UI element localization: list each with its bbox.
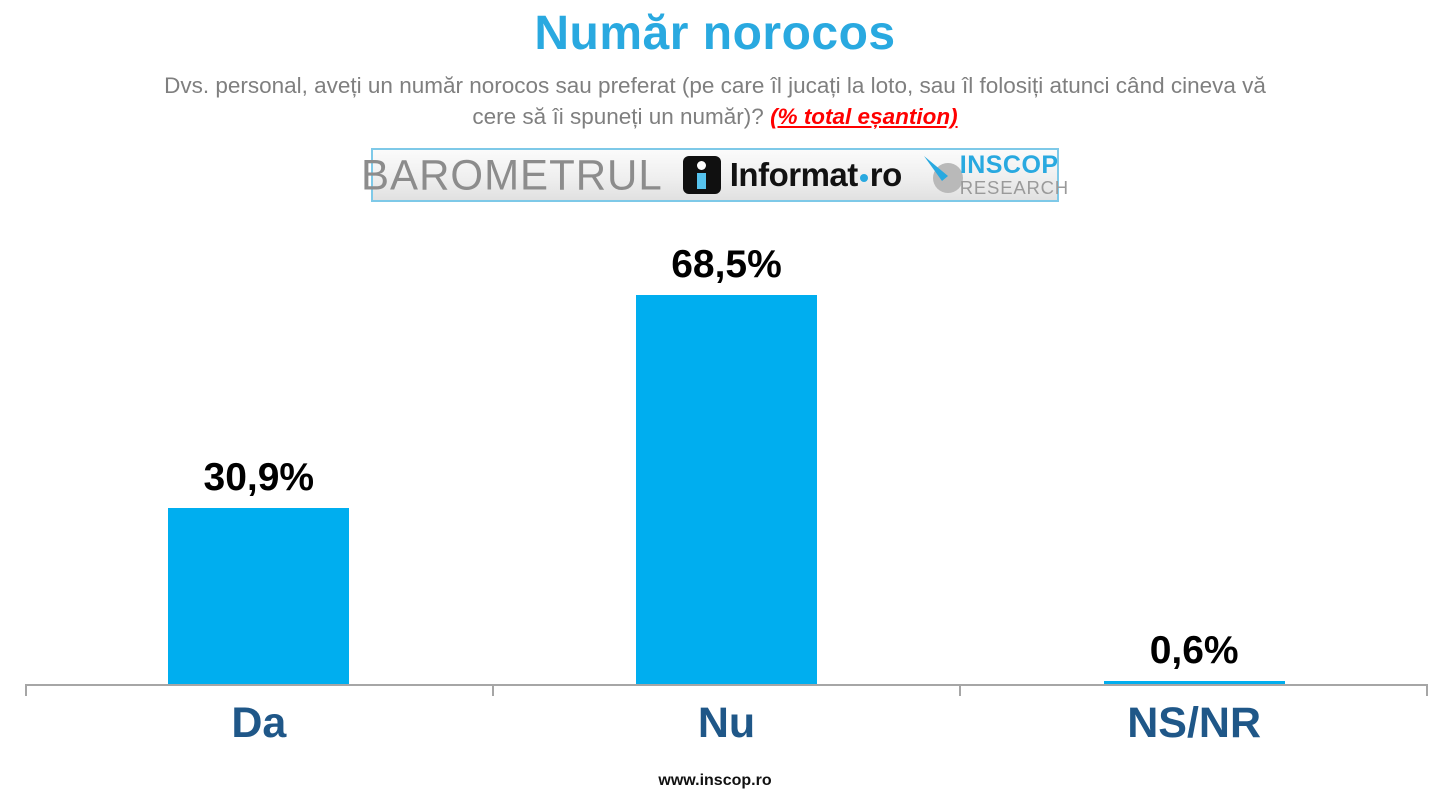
page-title: Număr norocos: [534, 7, 896, 60]
axis-tick: [959, 686, 962, 696]
inscop-clock-icon: [923, 156, 963, 193]
inscop-logo-text: INSCOP RESEARCH: [959, 150, 1069, 198]
informat-i-bar: [697, 173, 707, 189]
informat-name: Informat: [729, 156, 859, 193]
logo-strip: BAROMETRUL Informat ro INSCOP RESEARCH: [361, 148, 1068, 202]
category-label-nsnr: NS/NR: [1127, 699, 1262, 747]
sample-note: (% total eșantion): [770, 104, 958, 129]
bar-nu: [635, 295, 817, 684]
category-label-da: Da: [231, 699, 287, 747]
axis-tick: [25, 686, 27, 696]
informat-dot-icon: [859, 174, 868, 182]
axis-tick: [1426, 686, 1428, 696]
informat-tld: ro: [869, 156, 903, 193]
informat-ro-logo: Informat ro: [682, 156, 903, 194]
website-url: www.inscop.ro: [658, 772, 772, 789]
bar-chart: 30,9% 68,5% 0,6%: [25, 230, 1428, 684]
bar-nsnr: [1103, 681, 1285, 684]
axis-tick: [491, 686, 494, 696]
survey-question: Dvs. personal, aveți un număr norocos sa…: [0, 70, 1430, 132]
value-label-nu: 68,5%: [671, 243, 782, 286]
bar-da: [168, 508, 350, 684]
informat-logo-text: Informat ro: [729, 156, 903, 194]
category-labels: Da Nu NS/NR: [25, 699, 1428, 747]
category-label-nu: Nu: [697, 699, 756, 747]
barometrul-logo: BAROMETRUL: [361, 150, 663, 199]
inscop-name: INSCOP: [959, 150, 1059, 179]
inscop-research-label: RESEARCH: [959, 176, 1069, 198]
informat-i-icon: [682, 156, 721, 194]
informat-i-dot: [697, 161, 707, 170]
bar-group-nu: 68,5%: [493, 230, 961, 684]
bar-group-da: 30,9%: [25, 230, 493, 684]
survey-question-line1: Dvs. personal, aveți un număr norocos sa…: [164, 73, 1266, 98]
bar-group-nsnr: 0,6%: [960, 230, 1428, 684]
survey-question-line2: cere să îi spuneți un număr)?: [472, 104, 771, 129]
x-axis: [25, 684, 1428, 696]
inscop-research-logo: INSCOP RESEARCH: [922, 150, 1069, 198]
value-label-da: 30,9%: [203, 456, 315, 499]
value-label-nsnr: 0,6%: [1149, 629, 1239, 672]
